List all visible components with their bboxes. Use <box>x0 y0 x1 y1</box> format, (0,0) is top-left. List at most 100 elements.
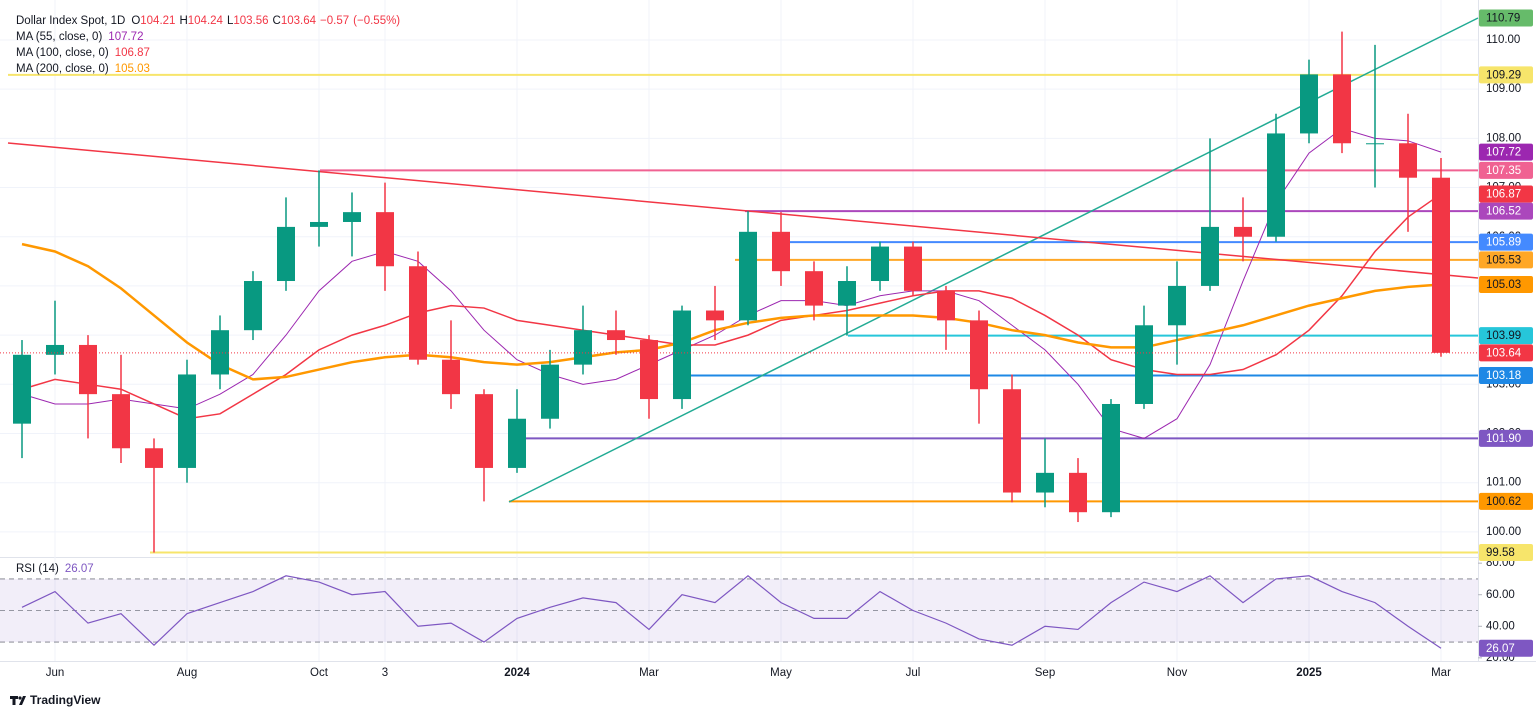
price-label-text: 110.79 <box>1486 13 1520 25</box>
candle-body <box>277 226 295 282</box>
legend-value: 107.72 <box>108 31 143 43</box>
candle-body <box>607 330 625 341</box>
candle-body <box>871 246 889 282</box>
candle-body <box>1234 226 1252 237</box>
change-value: −0.57 <box>320 15 349 27</box>
candle-body <box>343 212 361 222</box>
y-tick-label: 100.00 <box>1486 526 1521 538</box>
candle-body <box>211 330 229 375</box>
price-label-text: 107.72 <box>1486 147 1521 159</box>
rsi-tick-label: 60.00 <box>1486 589 1515 601</box>
level-label: 109.29 <box>1479 66 1533 84</box>
price-label-text: 106.87 <box>1486 188 1521 200</box>
trendline-falling <box>7 142 1479 279</box>
candle-body <box>79 344 97 395</box>
candle-body <box>1399 143 1417 178</box>
legend-value: 106.87 <box>115 47 150 59</box>
price-label-text: 101.90 <box>1486 433 1521 445</box>
candle-body <box>178 374 196 468</box>
candle-body <box>1036 472 1054 493</box>
price-label-text: 26.07 <box>1486 643 1515 655</box>
rsi-tick-label: 40.00 <box>1486 620 1515 632</box>
x-tick-label: 2024 <box>504 667 530 679</box>
price-label-box <box>1479 275 1533 293</box>
price-label-box <box>1479 639 1533 657</box>
price-label-text: 103.99 <box>1486 330 1521 342</box>
level-label: 100.62 <box>1479 492 1533 510</box>
candle-body <box>739 231 757 321</box>
candle-body <box>1267 133 1285 237</box>
price-label-box <box>1479 492 1533 510</box>
candle-body <box>706 310 724 321</box>
rsi-label: 26.07 <box>1479 639 1533 657</box>
price-label-text: 103.18 <box>1486 370 1521 382</box>
brand-logo: TradingView <box>10 693 101 707</box>
level-label: 101.90 <box>1479 429 1533 447</box>
candle-body <box>46 344 64 355</box>
price-label-box <box>1479 429 1533 447</box>
candle-body <box>1168 285 1186 326</box>
quote-value: 104.21 <box>140 15 175 27</box>
candle-body <box>13 354 31 424</box>
price-label-text: 100.62 <box>1486 496 1521 508</box>
candle-body <box>442 359 460 395</box>
x-tick-label: May <box>770 667 792 679</box>
moving-average <box>21 242 1442 381</box>
candle-body <box>772 231 790 272</box>
rsi-legend-name: RSI (14) <box>16 563 59 575</box>
price-label-text: 107.35 <box>1486 165 1521 177</box>
x-tick-label: Mar <box>1431 667 1451 679</box>
y-tick-label: 101.00 <box>1486 477 1521 489</box>
price-label-text: 99.58 <box>1486 547 1515 559</box>
price-label-box <box>1479 143 1533 161</box>
price-label-text: 105.89 <box>1486 237 1521 249</box>
x-tick-label: 3 <box>382 667 388 679</box>
candle-body <box>244 281 262 331</box>
logo-dot <box>18 696 22 700</box>
x-tick-label: Mar <box>639 667 659 679</box>
quote-value: 103.64 <box>281 15 317 27</box>
candle-body <box>376 212 394 267</box>
legend-name: MA (55, close, 0) <box>16 31 102 43</box>
price-label-box <box>1479 185 1533 203</box>
candle-body <box>640 340 658 400</box>
change-percent: (−0.55%) <box>353 15 400 27</box>
candle-body <box>673 310 691 400</box>
price-label-box <box>1479 327 1533 345</box>
candle-body <box>574 330 592 365</box>
price-label-text: 105.03 <box>1486 279 1521 291</box>
x-tick-label: Oct <box>310 667 329 679</box>
legend-name: MA (100, close, 0) <box>16 47 109 59</box>
price-label-box <box>1479 233 1533 251</box>
candle-body <box>541 364 559 419</box>
price-label-text: 109.29 <box>1486 69 1521 81</box>
candle-body <box>1366 143 1384 145</box>
level-label: 103.99 <box>1479 327 1533 345</box>
moving-average <box>21 193 1442 420</box>
candle-body <box>1102 403 1120 513</box>
candle-body <box>112 394 130 449</box>
price-label-box <box>1479 344 1533 362</box>
candle-body <box>1300 74 1318 134</box>
brand-name: TradingView <box>30 693 101 707</box>
level-label: 105.89 <box>1479 233 1533 251</box>
price-label-box <box>1479 66 1533 84</box>
candle-body <box>1069 472 1087 513</box>
candle-body <box>1135 325 1153 404</box>
x-tick-label: Nov <box>1167 667 1188 679</box>
price-label-text: 103.64 <box>1486 347 1522 359</box>
level-label: 106.52 <box>1479 202 1533 220</box>
candle-body <box>838 281 856 306</box>
candle-body <box>970 320 988 390</box>
chart-title: Dollar Index Spot, 1D <box>16 15 125 27</box>
rsi-legend-value: 26.07 <box>65 563 94 575</box>
price-label-box <box>1479 9 1533 27</box>
candle-body <box>904 246 922 291</box>
price-label-box <box>1479 161 1533 179</box>
y-tick-label: 109.00 <box>1486 83 1521 95</box>
quote-label: L <box>227 15 234 27</box>
rsi-line <box>21 575 1442 649</box>
legend-name: MA (200, close, 0) <box>16 63 109 75</box>
